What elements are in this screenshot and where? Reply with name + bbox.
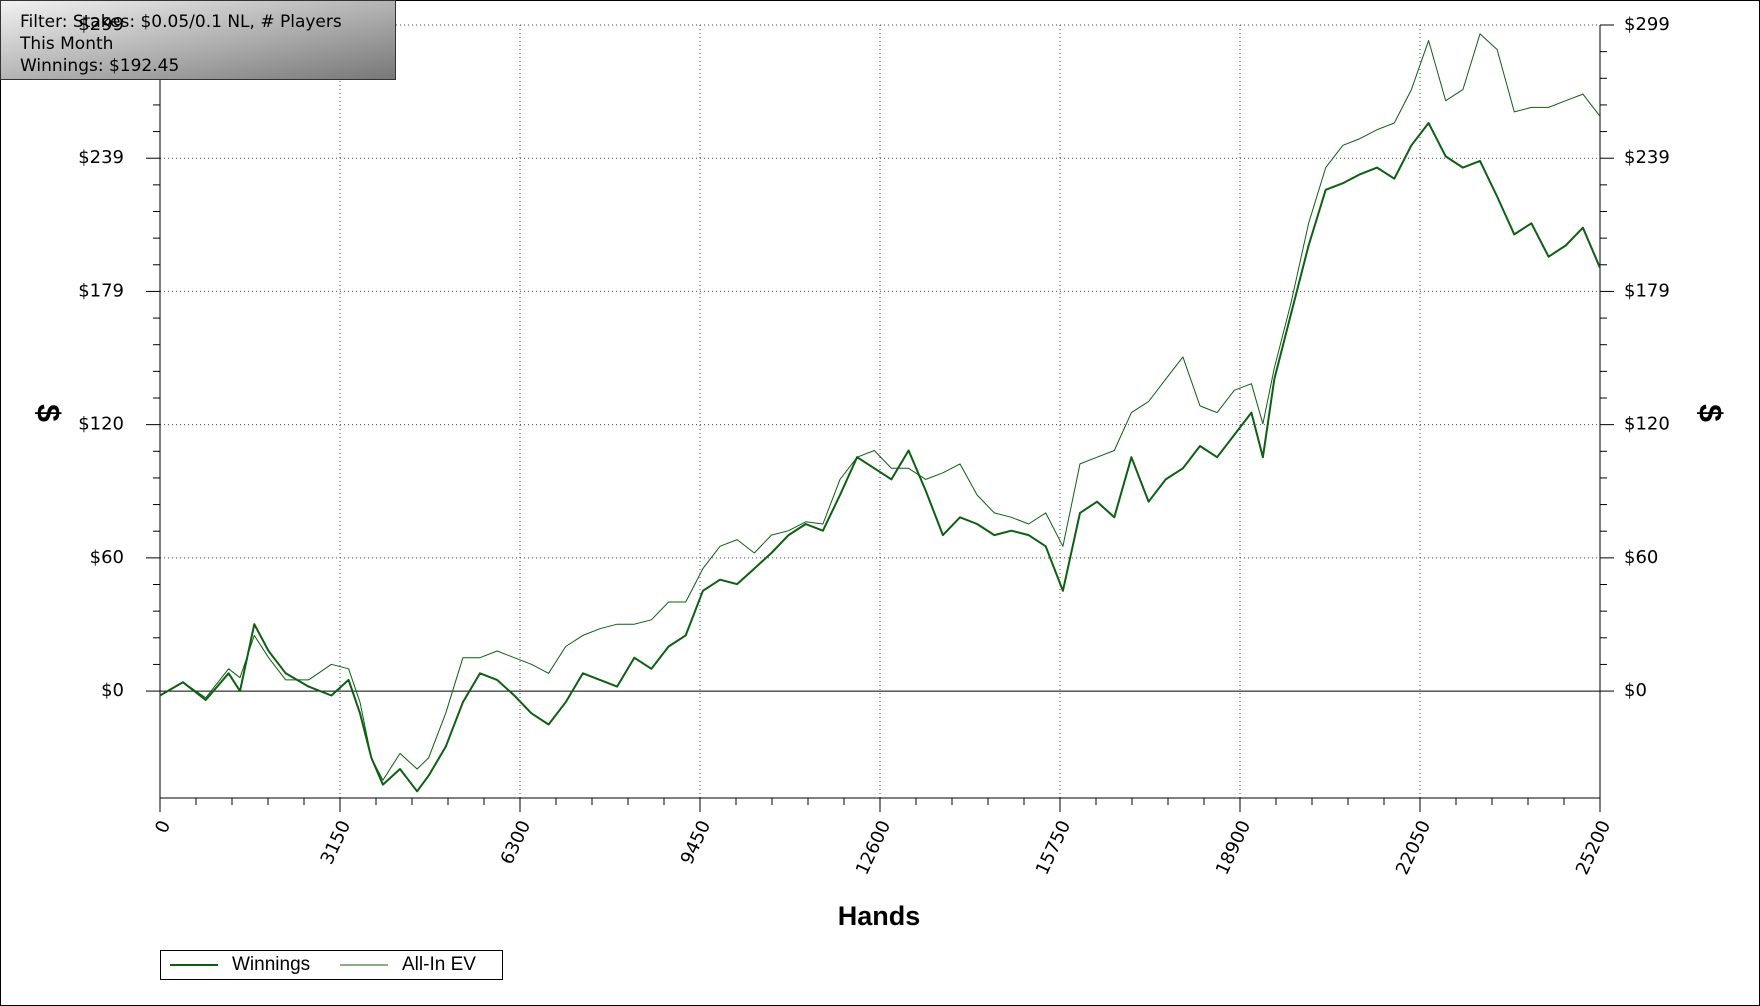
series-line xyxy=(159,122,1601,793)
y-tick-label: $299 xyxy=(78,14,124,35)
y-tick-label: $239 xyxy=(78,147,124,168)
y-axis-label: $ xyxy=(31,404,67,422)
y2-tick-label: $0 xyxy=(1624,680,1647,701)
y2-tick-label: $120 xyxy=(1624,414,1670,435)
y-tick-label: $60 xyxy=(90,547,124,568)
y2-tick-label: $60 xyxy=(1624,547,1658,568)
info-box xyxy=(0,0,396,80)
y2-tick-label: $299 xyxy=(1624,14,1670,35)
y-tick-label: $120 xyxy=(78,414,124,435)
legend-label: Winnings xyxy=(232,954,310,975)
y2-tick-label: $179 xyxy=(1624,280,1670,301)
info-line: This Month xyxy=(19,34,113,54)
y2-tick-label: $239 xyxy=(1624,147,1670,168)
series-line xyxy=(159,33,1601,781)
legend-label: All-In EV xyxy=(402,954,476,975)
x-axis-label: Hands xyxy=(838,901,921,931)
y2-axis-label: $ xyxy=(1693,404,1729,422)
y-tick-label: $179 xyxy=(78,280,124,301)
y-tick-label: $0 xyxy=(101,680,124,701)
info-line: Filter: Stakes: $0.05/0.1 NL, # Players xyxy=(20,12,342,32)
info-line: Winnings: $192.45 xyxy=(20,56,179,76)
